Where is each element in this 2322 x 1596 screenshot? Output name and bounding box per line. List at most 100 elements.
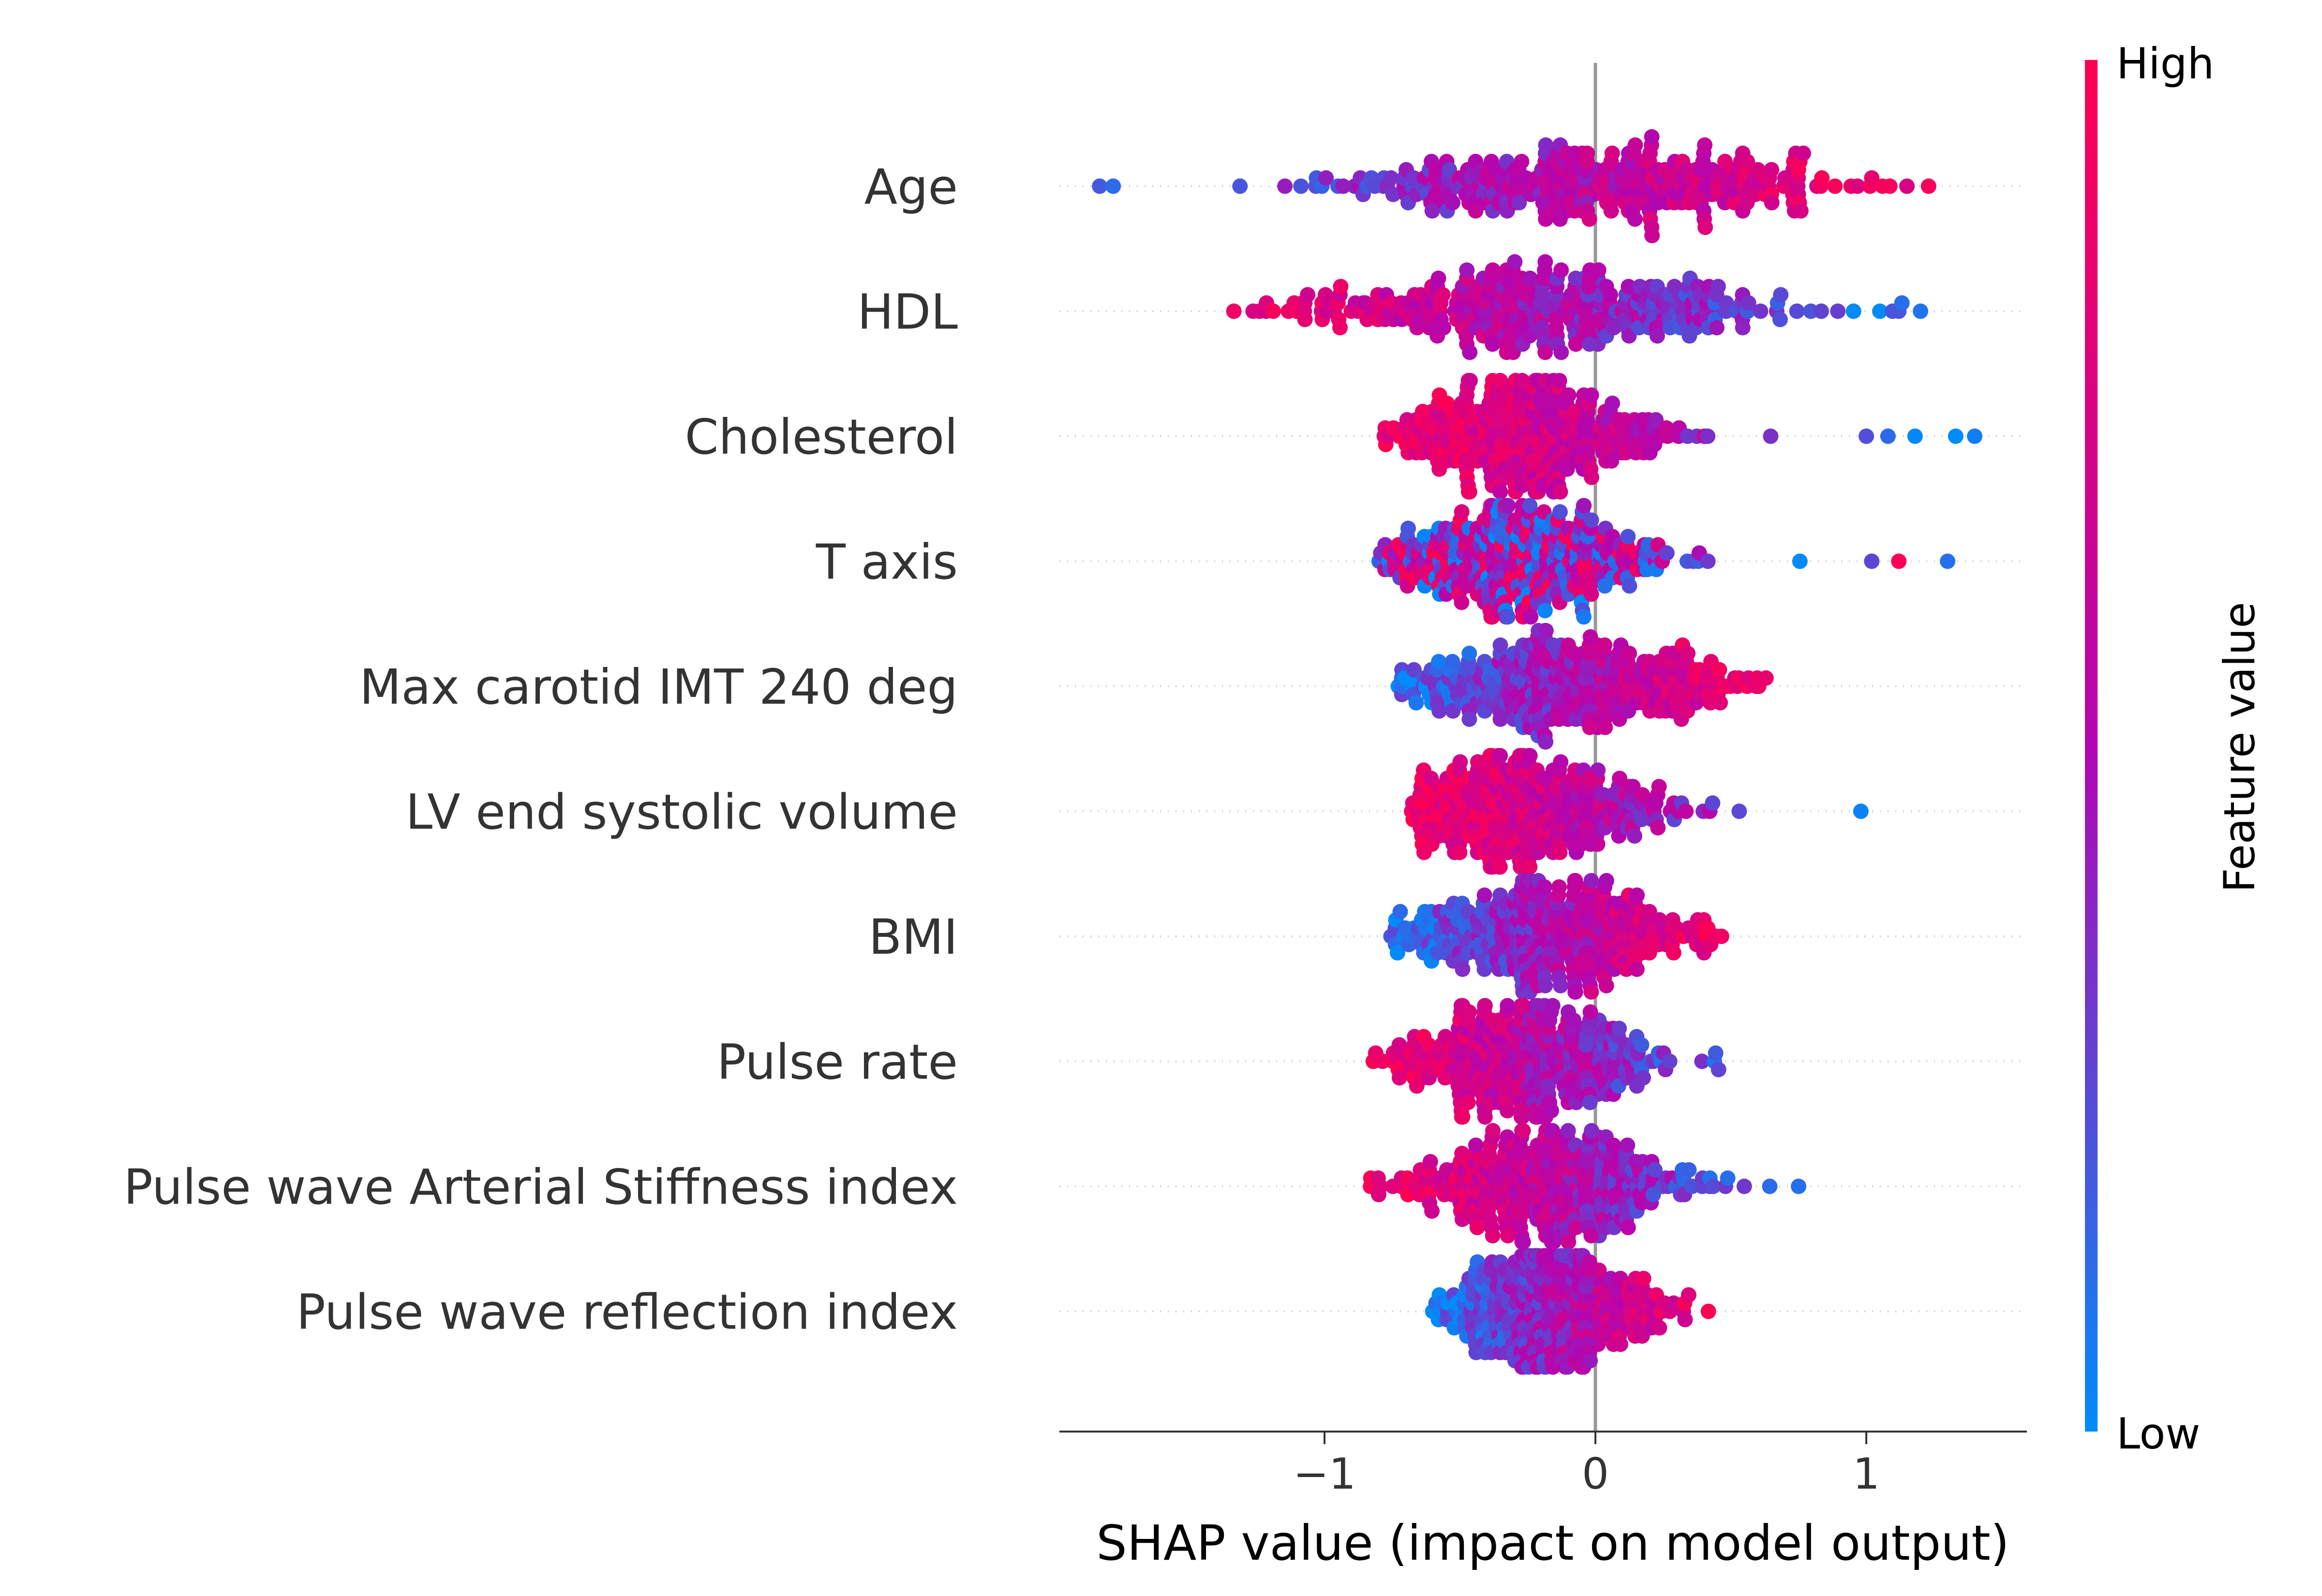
shap-point bbox=[1461, 484, 1477, 500]
feature-label-lv-end-systolic-volume: LV end systolic volume bbox=[405, 784, 958, 841]
shap-point bbox=[1583, 984, 1599, 1000]
shap-point bbox=[1522, 748, 1538, 764]
shap-point bbox=[1853, 803, 1869, 819]
shap-point bbox=[1648, 412, 1664, 428]
shap-point bbox=[1644, 129, 1660, 145]
shap-point bbox=[1332, 320, 1348, 336]
shap-point bbox=[1627, 211, 1643, 227]
shap-point bbox=[1791, 1179, 1806, 1194]
x-tick-label: 1 bbox=[1853, 1449, 1880, 1499]
shap-point bbox=[1511, 195, 1527, 210]
shap-point bbox=[1552, 844, 1568, 860]
shap-point bbox=[1492, 859, 1508, 875]
shap-point bbox=[1849, 178, 1865, 194]
shap-point bbox=[1392, 904, 1408, 919]
shap-point bbox=[1461, 711, 1477, 727]
colorbar-title: Feature value bbox=[2215, 602, 2264, 893]
shap-point bbox=[1583, 873, 1599, 888]
shap-point bbox=[1795, 146, 1811, 161]
shap-point bbox=[1543, 1103, 1559, 1119]
shap-point bbox=[1568, 1220, 1584, 1235]
shap-point bbox=[1485, 1228, 1501, 1243]
shap-point bbox=[1891, 553, 1907, 569]
shap-point bbox=[1872, 303, 1888, 319]
shap-point bbox=[1455, 961, 1471, 977]
shap-point bbox=[1680, 646, 1696, 661]
shap-point bbox=[1424, 203, 1440, 219]
shap-point bbox=[1652, 1320, 1667, 1336]
shap-point bbox=[1764, 162, 1779, 177]
shap-point bbox=[1492, 711, 1508, 727]
shap-point bbox=[1561, 387, 1577, 403]
shap-point bbox=[1948, 429, 1964, 444]
shap-point bbox=[1391, 1070, 1407, 1086]
shap-point bbox=[1567, 984, 1583, 1000]
shap-point bbox=[1814, 170, 1830, 186]
shap-point bbox=[1583, 512, 1599, 528]
shap-point bbox=[1629, 961, 1645, 977]
shap-point bbox=[1461, 1004, 1477, 1020]
shap-point bbox=[1736, 1179, 1752, 1194]
shap-point bbox=[1523, 609, 1539, 625]
shap-point bbox=[1864, 170, 1880, 186]
shap-point bbox=[1452, 754, 1468, 770]
shap-point bbox=[1792, 553, 1808, 569]
feature-label-pulse-rate: Pulse rate bbox=[717, 1034, 958, 1091]
shap-point bbox=[1712, 695, 1728, 710]
shap-point bbox=[1468, 1138, 1484, 1153]
shap-point bbox=[1461, 646, 1477, 661]
shap-point bbox=[1583, 836, 1598, 852]
shap-point bbox=[1435, 287, 1451, 303]
shap-point bbox=[1485, 262, 1501, 278]
shap-point bbox=[1492, 748, 1508, 764]
shap-point bbox=[1552, 978, 1568, 993]
shap-point bbox=[1477, 1109, 1493, 1125]
shap-point bbox=[1383, 170, 1399, 186]
shap-point bbox=[1408, 695, 1424, 710]
shap-point bbox=[1762, 1179, 1778, 1194]
colorbar-high-label: High bbox=[2116, 39, 2214, 89]
shap-point bbox=[1232, 178, 1248, 194]
shap-point bbox=[1459, 262, 1475, 278]
shap-point bbox=[1705, 795, 1721, 811]
shap-point bbox=[1454, 504, 1470, 520]
shap-point bbox=[1583, 1228, 1599, 1243]
feature-label-age: Age bbox=[864, 159, 958, 215]
shap-point bbox=[1940, 553, 1955, 569]
shap-point bbox=[1793, 203, 1809, 219]
shap-point bbox=[1265, 303, 1281, 319]
shap-point bbox=[1620, 529, 1636, 545]
shap-point bbox=[1813, 303, 1829, 319]
shap-point bbox=[1694, 1053, 1710, 1069]
shap-point bbox=[1700, 1303, 1716, 1319]
shap-point bbox=[1913, 303, 1928, 319]
shap-point bbox=[1611, 1020, 1627, 1036]
shap-point bbox=[1538, 734, 1554, 750]
shap-point bbox=[1710, 279, 1726, 295]
feature-label-hdl: HDL bbox=[857, 284, 958, 340]
shap-point bbox=[1431, 703, 1447, 719]
shap-point bbox=[1333, 279, 1349, 295]
shap-point bbox=[1907, 429, 1923, 444]
shap-point bbox=[1584, 1123, 1599, 1138]
shap-point bbox=[1649, 328, 1665, 344]
shap-point bbox=[1764, 195, 1780, 210]
shap-point bbox=[1462, 344, 1478, 360]
shap-point bbox=[1735, 320, 1751, 336]
shap-point bbox=[1626, 828, 1642, 844]
shap-point bbox=[1500, 998, 1516, 1014]
shap-point bbox=[1681, 1287, 1697, 1303]
shap-point bbox=[1647, 1162, 1663, 1178]
shap-point bbox=[1567, 873, 1583, 888]
shap-point bbox=[1462, 373, 1478, 388]
shap-point bbox=[1551, 373, 1567, 388]
shap-point bbox=[1709, 320, 1725, 336]
shap-point bbox=[1385, 187, 1401, 202]
shap-point bbox=[1644, 228, 1660, 243]
shap-point bbox=[1622, 578, 1637, 594]
shap-point bbox=[1584, 470, 1599, 485]
shap-point bbox=[1545, 998, 1561, 1014]
shap-point bbox=[1582, 1254, 1597, 1270]
shap-point bbox=[1335, 178, 1351, 194]
